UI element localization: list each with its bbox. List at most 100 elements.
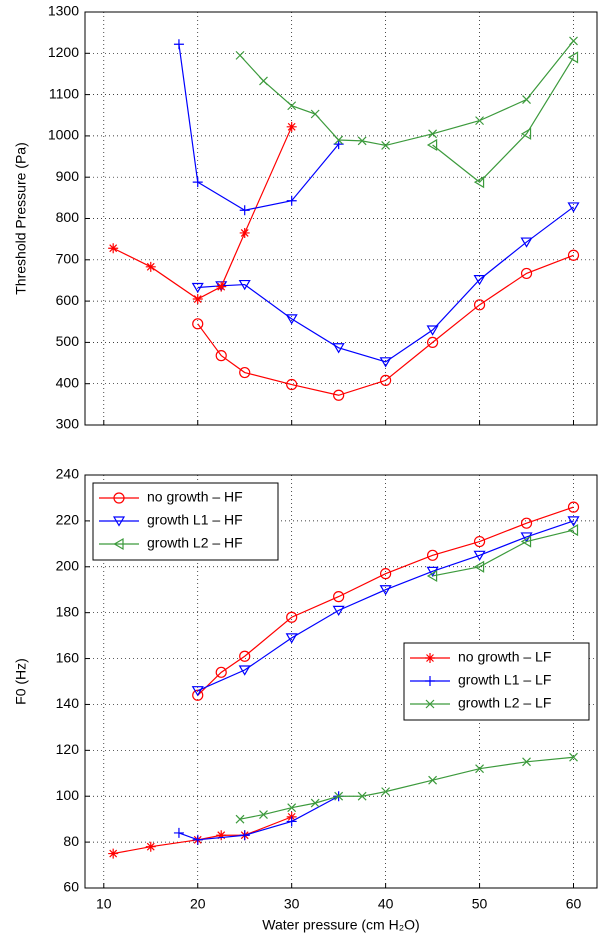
marker [426, 549, 439, 561]
y-tick-label: 120 [56, 741, 80, 757]
legend-label: growth L1 – HF [147, 512, 243, 528]
marker [379, 585, 392, 596]
y-tick-label: 180 [56, 603, 80, 619]
marker-shape [520, 267, 533, 280]
series-line [197, 206, 574, 363]
marker-shape [426, 138, 438, 152]
marker-shape [425, 699, 435, 709]
marker-shape [522, 757, 531, 767]
marker [113, 492, 125, 504]
marker-shape [173, 39, 184, 50]
marker [426, 325, 439, 336]
y-tick-label: 1300 [48, 3, 79, 19]
marker-shape [235, 50, 245, 60]
marker [239, 366, 251, 379]
marker-shape [332, 605, 345, 617]
marker [173, 39, 184, 50]
marker-shape [379, 357, 392, 368]
marker-shape [259, 810, 268, 820]
marker-shape [426, 325, 439, 336]
marker [235, 814, 245, 824]
y-tick-label: 60 [63, 879, 79, 895]
marker [426, 569, 438, 583]
marker [286, 121, 297, 132]
marker [567, 524, 579, 537]
marker-shape [108, 243, 119, 254]
y-tick-label: 100 [56, 787, 80, 803]
marker-shape [287, 803, 297, 813]
series-line [197, 254, 574, 396]
marker [520, 237, 533, 248]
series-line [432, 529, 574, 577]
marker-shape [285, 633, 298, 644]
marker [310, 109, 320, 119]
marker-shape [310, 109, 320, 119]
marker-shape [239, 205, 250, 216]
marker [567, 51, 579, 64]
y-axis-label: F0 (Hz) [13, 658, 29, 705]
marker-shape [239, 830, 250, 841]
marker [428, 129, 438, 139]
y-tick-label: 200 [56, 557, 80, 573]
marker [473, 535, 486, 548]
marker-shape [520, 535, 532, 548]
marker-shape [113, 492, 125, 504]
y-tick-label: 80 [63, 833, 79, 849]
marker-shape [426, 336, 439, 348]
marker [473, 560, 485, 573]
marker [569, 36, 578, 46]
marker-shape [357, 791, 367, 801]
marker [192, 834, 203, 845]
marker-shape [191, 686, 204, 697]
marker-shape [569, 752, 578, 762]
y-tick-label: 220 [56, 512, 80, 528]
y-tick-label: 1200 [48, 44, 79, 60]
legend-label: growth L2 – LF [458, 695, 551, 711]
marker [426, 138, 438, 152]
marker [380, 374, 392, 386]
marker-shape [287, 101, 297, 111]
marker-shape [286, 121, 297, 132]
marker [215, 666, 227, 678]
marker-shape [520, 237, 533, 248]
marker [259, 810, 268, 820]
series-line [197, 520, 574, 692]
marker [108, 243, 119, 254]
marker [216, 830, 227, 841]
marker-shape [567, 516, 580, 527]
marker [475, 764, 484, 774]
marker [108, 848, 119, 859]
legend-label: no growth – HF [147, 489, 243, 505]
series-line [197, 506, 574, 696]
marker-shape [216, 830, 227, 841]
marker [238, 665, 251, 676]
marker [192, 177, 203, 188]
marker [332, 605, 345, 617]
marker [357, 136, 367, 146]
marker [426, 336, 439, 348]
y-tick-label: 300 [56, 416, 80, 432]
marker [473, 275, 486, 286]
marker-shape [426, 569, 438, 583]
marker-shape [520, 127, 532, 140]
marker [379, 357, 392, 368]
marker-shape [108, 848, 119, 859]
marker-shape [145, 841, 156, 852]
y-tick-label: 700 [56, 251, 80, 267]
marker [235, 50, 245, 60]
marker-shape [239, 227, 250, 238]
marker-shape [334, 791, 344, 801]
marker [567, 516, 580, 527]
marker-shape [215, 666, 227, 678]
marker [286, 195, 297, 206]
marker-shape [310, 798, 320, 808]
marker [145, 261, 156, 272]
x-tick-label: 20 [190, 896, 206, 912]
marker [192, 318, 204, 330]
marker [112, 516, 126, 527]
marker-shape [286, 378, 298, 391]
x-tick-label: 50 [472, 896, 488, 912]
marker-shape [357, 136, 367, 146]
marker [239, 227, 250, 238]
